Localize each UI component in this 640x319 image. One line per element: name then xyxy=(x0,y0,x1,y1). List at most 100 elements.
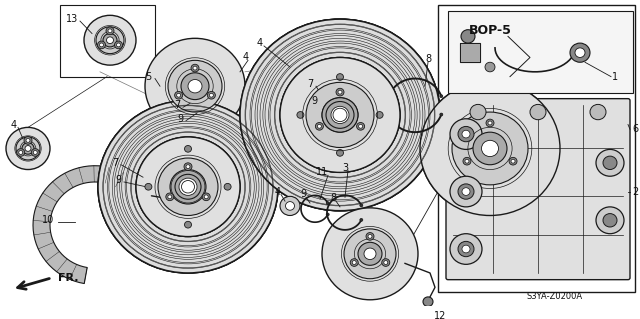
Text: 4: 4 xyxy=(243,52,249,63)
Circle shape xyxy=(458,126,474,142)
Circle shape xyxy=(570,43,590,62)
Circle shape xyxy=(473,132,507,165)
Circle shape xyxy=(16,137,40,160)
Circle shape xyxy=(358,124,363,128)
Circle shape xyxy=(420,81,560,216)
Circle shape xyxy=(458,184,474,199)
Text: BOP-5: BOP-5 xyxy=(468,24,511,37)
Circle shape xyxy=(240,19,440,211)
Circle shape xyxy=(366,233,374,240)
Circle shape xyxy=(209,93,213,97)
Bar xyxy=(60,5,155,77)
Text: 9: 9 xyxy=(177,114,183,124)
Circle shape xyxy=(136,137,240,237)
Text: 4: 4 xyxy=(257,38,263,48)
Circle shape xyxy=(452,112,528,185)
Circle shape xyxy=(31,149,39,156)
Circle shape xyxy=(326,101,354,128)
Circle shape xyxy=(509,157,517,165)
Circle shape xyxy=(24,137,32,144)
Circle shape xyxy=(188,79,202,93)
Circle shape xyxy=(168,195,172,199)
Circle shape xyxy=(175,174,201,199)
Circle shape xyxy=(186,165,190,168)
Circle shape xyxy=(97,41,106,49)
Text: 7: 7 xyxy=(112,158,118,168)
Circle shape xyxy=(297,112,304,118)
Circle shape xyxy=(338,90,342,94)
Circle shape xyxy=(420,81,560,216)
FancyBboxPatch shape xyxy=(446,99,630,280)
Text: 7: 7 xyxy=(174,100,180,110)
Circle shape xyxy=(465,159,469,163)
Circle shape xyxy=(322,208,418,300)
Circle shape xyxy=(358,242,382,265)
Circle shape xyxy=(317,124,321,128)
Text: 9: 9 xyxy=(300,189,306,199)
Circle shape xyxy=(462,188,470,195)
Circle shape xyxy=(158,158,218,216)
Circle shape xyxy=(285,202,294,210)
Circle shape xyxy=(530,104,546,120)
Text: 10: 10 xyxy=(42,215,54,225)
Circle shape xyxy=(450,119,482,149)
Circle shape xyxy=(19,151,23,154)
Circle shape xyxy=(103,33,117,47)
Circle shape xyxy=(106,27,114,35)
Text: S3YA-Z0200A: S3YA-Z0200A xyxy=(527,293,583,301)
Circle shape xyxy=(368,234,372,238)
Circle shape xyxy=(166,193,174,201)
Circle shape xyxy=(240,19,440,211)
Circle shape xyxy=(382,259,390,266)
Circle shape xyxy=(22,143,34,154)
Circle shape xyxy=(575,48,585,57)
Text: 6: 6 xyxy=(632,124,638,134)
Circle shape xyxy=(224,183,231,190)
Bar xyxy=(438,5,635,292)
Circle shape xyxy=(6,127,50,169)
Circle shape xyxy=(184,163,192,170)
Circle shape xyxy=(596,149,624,176)
Circle shape xyxy=(181,73,209,100)
Circle shape xyxy=(458,241,474,257)
Circle shape xyxy=(344,229,396,279)
Circle shape xyxy=(280,57,400,172)
Circle shape xyxy=(331,106,349,123)
Circle shape xyxy=(99,43,104,47)
Circle shape xyxy=(352,261,356,264)
Text: 5: 5 xyxy=(145,72,151,82)
Circle shape xyxy=(481,140,499,157)
Circle shape xyxy=(280,57,400,172)
Circle shape xyxy=(470,104,486,120)
Circle shape xyxy=(207,92,216,99)
Circle shape xyxy=(98,100,278,273)
Bar xyxy=(448,11,633,93)
Circle shape xyxy=(450,176,482,207)
Circle shape xyxy=(590,104,606,120)
Circle shape xyxy=(26,138,30,142)
Circle shape xyxy=(316,122,323,130)
Text: FR.: FR. xyxy=(58,273,79,283)
Circle shape xyxy=(182,181,195,193)
Circle shape xyxy=(115,41,122,49)
Circle shape xyxy=(462,130,470,138)
Circle shape xyxy=(603,214,617,227)
Text: 8: 8 xyxy=(425,54,431,64)
Circle shape xyxy=(106,37,113,44)
Circle shape xyxy=(313,89,367,141)
Polygon shape xyxy=(460,43,480,62)
Circle shape xyxy=(280,57,400,172)
Text: 9: 9 xyxy=(115,175,121,185)
Circle shape xyxy=(191,64,199,72)
Text: 13: 13 xyxy=(66,14,78,24)
Text: 1: 1 xyxy=(612,72,618,82)
Circle shape xyxy=(462,245,470,253)
Circle shape xyxy=(337,74,344,80)
Circle shape xyxy=(98,100,278,273)
Circle shape xyxy=(364,248,376,260)
Circle shape xyxy=(423,297,433,307)
Circle shape xyxy=(511,159,515,163)
Circle shape xyxy=(17,149,25,156)
Circle shape xyxy=(145,183,152,190)
Circle shape xyxy=(322,98,358,132)
